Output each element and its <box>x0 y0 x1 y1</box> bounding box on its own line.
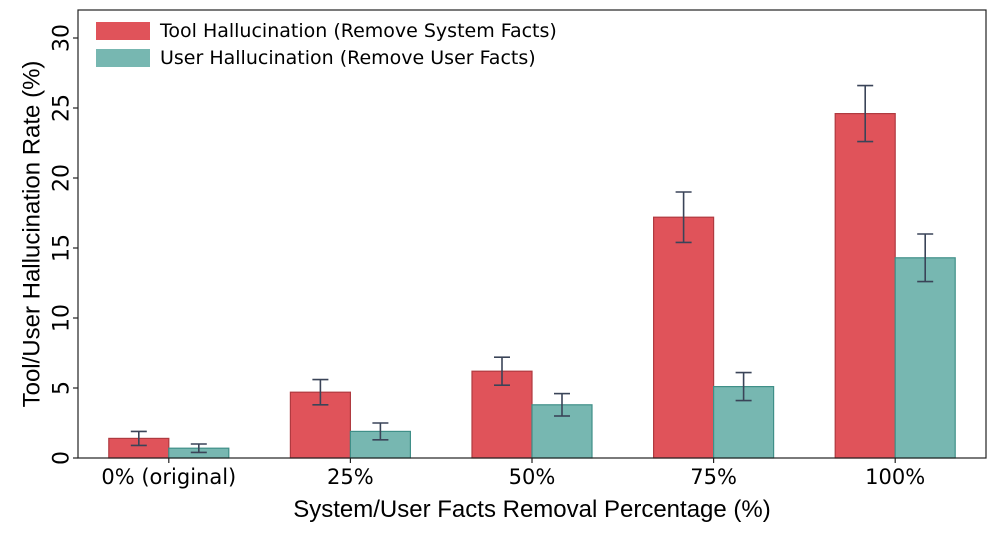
legend: Tool Hallucination (Remove System Facts)… <box>96 20 557 69</box>
legend-label-0: Tool Hallucination (Remove System Facts) <box>159 20 557 42</box>
x-axis: 0% (original) 25% 50% 75% 100% <box>101 458 925 489</box>
bar-user-4 <box>894 257 956 459</box>
y-tick-label-25: 25 <box>50 94 75 122</box>
error-bar-user-2 <box>554 392 570 417</box>
y-tick-label-5: 5 <box>50 381 75 395</box>
error-bar-tool-3 <box>675 191 692 244</box>
bar-tool-4 <box>834 112 896 459</box>
legend-swatch-0 <box>96 22 150 40</box>
error-bar-user-3 <box>735 371 752 402</box>
x-tick-label-1: 25% <box>327 465 374 489</box>
y-tick-label-10: 10 <box>50 304 75 332</box>
legend-swatch-1 <box>96 49 150 67</box>
error-bar-user-0 <box>190 443 207 454</box>
legend-label-1: User Hallucination (Remove User Facts) <box>160 47 536 69</box>
x-tick-label-3: 75% <box>690 465 737 489</box>
error-bar-user-1 <box>372 422 389 441</box>
y-axis: 0 5 10 15 20 25 30 <box>50 24 78 465</box>
x-tick-label-2: 50% <box>509 465 556 489</box>
y-tick-label-15: 15 <box>50 234 75 262</box>
error-bar-user-4 <box>917 233 934 283</box>
error-bar-tool-1 <box>312 378 329 406</box>
bars-layer <box>108 112 956 459</box>
y-tick-label-0: 0 <box>50 451 75 465</box>
y-tick-label-20: 20 <box>50 164 75 192</box>
x-tick-label-0: 0% (original) <box>101 465 236 489</box>
bar-tool-3 <box>652 216 715 459</box>
error-bars-layer <box>130 84 934 454</box>
error-bar-tool-2 <box>494 356 510 387</box>
error-bar-tool-4 <box>857 84 874 143</box>
y-tick-label-30: 30 <box>50 24 75 52</box>
error-bar-tool-0 <box>130 430 147 447</box>
x-tick-label-4: 100% <box>865 465 925 489</box>
x-axis-label: System/User Facts Removal Percentage (%) <box>293 496 770 523</box>
y-axis-label: Tool/User Hallucination Rate (%) <box>19 61 46 408</box>
